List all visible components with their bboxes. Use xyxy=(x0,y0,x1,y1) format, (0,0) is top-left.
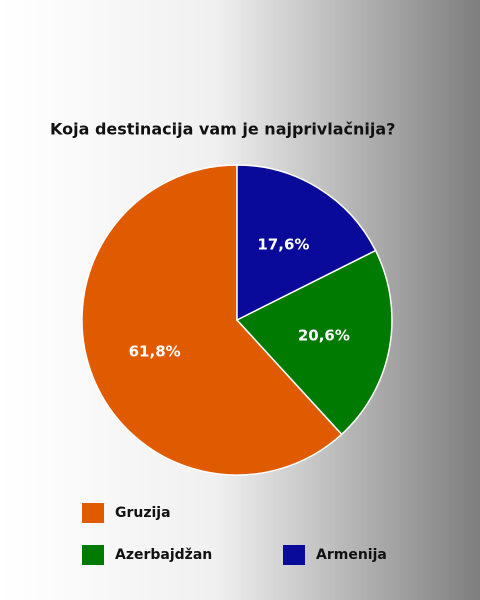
pie-slice xyxy=(236,164,377,322)
legend-label: Azerbajdžan xyxy=(115,547,212,563)
legend-swatch xyxy=(283,545,305,565)
pie-slice xyxy=(235,249,393,436)
data-label: 17,6% xyxy=(257,235,309,253)
legend-swatch xyxy=(82,545,104,565)
chart-title: Koja destinacija vam je najprivlačnija? xyxy=(50,120,395,139)
legend-label: Armenija xyxy=(316,547,387,563)
data-label: 20,6% xyxy=(298,327,350,345)
pie-slice xyxy=(81,164,343,476)
legend-label: Gruzija xyxy=(115,505,171,521)
data-label: 61,8% xyxy=(129,343,181,361)
legend-swatch xyxy=(82,503,104,523)
